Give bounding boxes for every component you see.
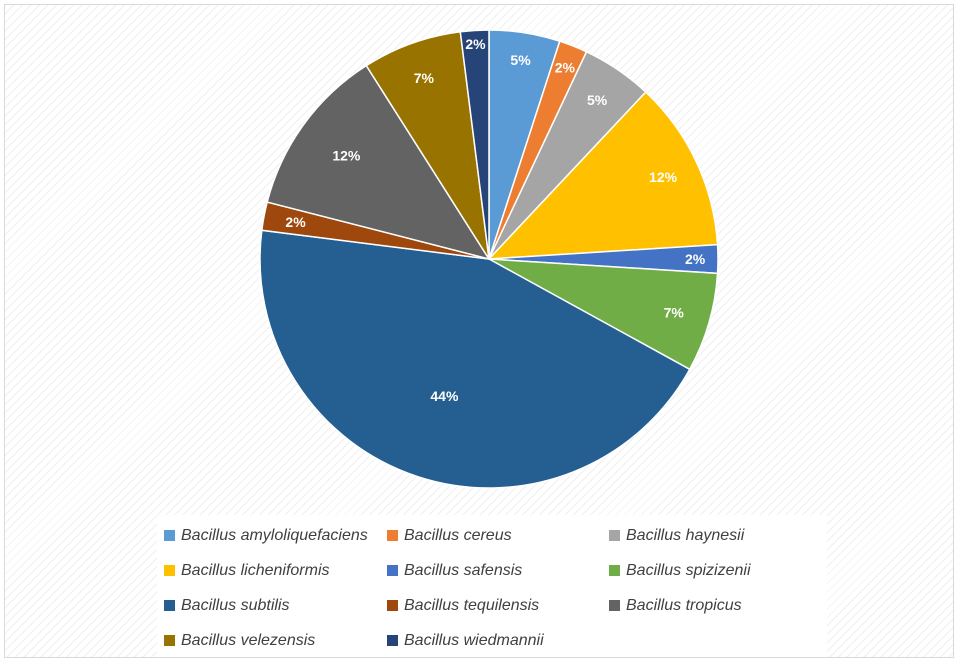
slice-data-label: 12% [649,169,678,185]
pie-slice-bacillus-tropicus [266,64,491,261]
legend-swatch [164,600,175,611]
legend-swatch [387,635,398,646]
pie-slice-bacillus-licheniformis [487,91,719,260]
legend-item: Bacillus haynesii [602,518,827,553]
slice-data-label: 5% [587,92,608,108]
legend-label: Bacillus safensis [404,561,523,579]
legend-swatch [609,530,620,541]
legend-item: Bacillus tequilensis [380,588,602,623]
legend-swatch [387,600,398,611]
legend-item: Bacillus velezensis [157,623,380,658]
legend-label: Bacillus wiedmannii [404,631,544,649]
slice-data-label: 5% [510,52,531,68]
slice-data-label: 2% [285,214,306,230]
legend-swatch [387,530,398,541]
slice-data-label: 7% [414,70,435,86]
slice-data-label: 2% [555,59,576,75]
legend-item: Bacillus wiedmannii [380,623,602,658]
legend-item: Bacillus cereus [380,518,602,553]
legend-label: Bacillus amyloliquefaciens [181,526,368,544]
slice-data-label: 2% [465,36,486,52]
legend-swatch [164,565,175,576]
legend-label: Bacillus velezensis [181,631,316,649]
legend-item: Bacillus spizizenii [602,553,827,588]
legend-label: Bacillus spizizenii [626,561,751,579]
pie-slice-bacillus-subtilis [259,229,691,489]
legend-label: Bacillus cereus [404,526,512,544]
legend-swatch [387,565,398,576]
legend-item: Bacillus subtilis [157,588,380,623]
legend-label: Bacillus tequilensis [404,596,540,614]
legend-label: Bacillus tropicus [626,596,742,614]
slice-data-label: 2% [685,251,706,267]
legend-item: Bacillus amyloliquefaciens [157,518,380,553]
chart-frame: 5% 2% 5% 12% 2% 7% 44% 2% 12% 7% 2% Bacillus amylo… [4,4,954,658]
legend-label: Bacillus licheniformis [181,561,330,579]
legend-swatch [609,565,620,576]
slice-data-label: 7% [664,305,685,321]
legend-item: Bacillus safensis [380,553,602,588]
pie-slice-bacillus-wiedmannii [459,29,490,260]
legend-item: Bacillus licheniformis [157,553,380,588]
legend-item: Bacillus tropicus [602,588,827,623]
pie-chart: 5% 2% 5% 12% 2% 7% 44% 2% 12% 7% 2% [259,29,719,489]
legend-label: Bacillus subtilis [181,596,290,614]
legend-swatch [164,635,175,646]
legend-label: Bacillus haynesii [626,526,745,544]
slice-data-label: 44% [430,388,459,404]
legend-swatch [164,530,175,541]
legend-swatch [609,600,620,611]
chart-legend: Bacillus amyloliquefaciens Bacillus cereu… [157,515,827,657]
slice-data-label: 12% [332,147,361,163]
